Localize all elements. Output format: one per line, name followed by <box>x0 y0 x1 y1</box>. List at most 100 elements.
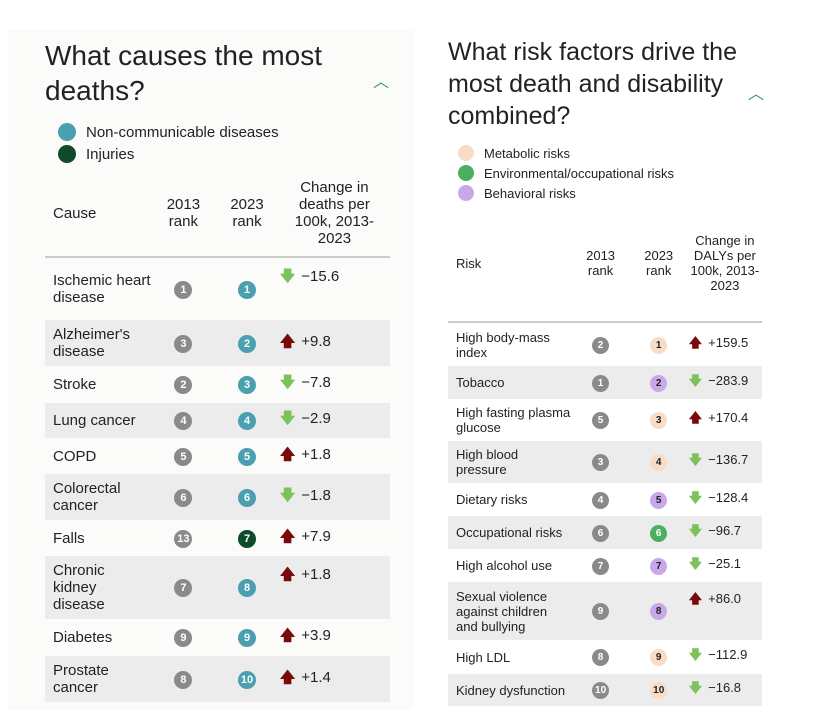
arrow-up-icon: 🡅 <box>279 668 296 686</box>
column-header: 2013 rank <box>571 205 630 323</box>
rank-2023-badge: 7 <box>238 529 257 548</box>
rank-2013-badge: 8 <box>592 649 610 666</box>
rank-2013-badge: 3 <box>174 334 193 353</box>
arrow-down-icon: 🡇 <box>688 555 703 571</box>
table-row: Ischemic heart disease 1 1 🡇 −15.6 <box>45 257 390 320</box>
change-value: +1.8 <box>301 566 331 583</box>
change-value: +7.9 <box>301 527 331 545</box>
change-value: −7.8 <box>301 374 331 391</box>
table-row: High body-mass index 2 1 🡅 +159.5 <box>448 322 762 366</box>
table-row: Prostate cancer 8 10 🡅 +1.4 <box>45 656 390 702</box>
legend-label: Non-communicable diseases <box>86 123 279 141</box>
column-header: Risk <box>448 205 572 323</box>
arrow-up-icon: 🡅 <box>688 591 703 606</box>
rank-2023-badge: 4 <box>650 454 668 471</box>
row-name: Chronic kidney disease <box>45 556 152 619</box>
legend-swatch-icon <box>458 145 474 161</box>
arrow-down-icon: 🡇 <box>279 486 296 504</box>
table-row: Colorectal cancer 6 6 🡇 −1.8 <box>45 474 390 520</box>
row-name: Lung cancer <box>45 403 152 438</box>
change-value: +1.4 <box>301 668 331 686</box>
legend-swatch-icon <box>458 165 474 181</box>
rank-2013-badge: 13 <box>174 529 193 548</box>
column-header: Cause <box>45 170 152 258</box>
row-name: Alzheimer's disease <box>45 320 152 366</box>
panel-title: What risk factors drive the most death a… <box>448 38 737 130</box>
legend-item: Environmental/occupational risks <box>458 165 674 181</box>
legend-item: Metabolic risks <box>458 145 674 161</box>
change-value: −128.4 <box>708 489 749 505</box>
table-row: Dietary risks 4 5 🡇 −128.4 <box>448 483 762 516</box>
row-name: High fasting plasma glucose <box>456 405 571 435</box>
legend-label: Environmental/occupational risks <box>484 165 675 181</box>
table-row: Chronic kidney disease 7 8 🡅 +1.8 <box>45 556 390 619</box>
arrow-up-icon: 🡅 <box>279 445 296 463</box>
legend-swatch-icon <box>458 185 474 201</box>
legend: Metabolic risks Environmental/occupationa… <box>458 145 674 205</box>
rank-2013-badge: 5 <box>592 412 610 429</box>
change-value: −16.8 <box>708 680 742 695</box>
row-name: High blood pressure <box>448 441 572 483</box>
column-header: Change in DALYs per 100k, 2013-2023 <box>687 205 762 323</box>
change-value: +3.9 <box>301 627 331 644</box>
collapse-chevron-icon[interactable]: ︿ <box>748 86 765 103</box>
column-header: 2013 rank <box>151 170 216 258</box>
row-name: Prostate cancer <box>45 656 152 702</box>
rank-2023-badge: 9 <box>238 629 257 647</box>
rank-2013-badge: 9 <box>592 603 610 620</box>
table-row: Occupational risks 6 6 🡇 −96.7 <box>448 516 762 549</box>
rank-2023-badge: 1 <box>238 280 257 299</box>
rank-2013-badge: 2 <box>174 376 193 394</box>
legend-swatch-icon <box>58 145 76 163</box>
rank-2023-badge: 6 <box>650 524 668 542</box>
arrow-down-icon: 🡇 <box>688 680 703 695</box>
rank-2013-badge: 7 <box>174 579 193 597</box>
table-row: Kidney dysfunction 10 10 🡇 −16.8 <box>448 674 762 706</box>
rank-2023-badge: 4 <box>238 412 257 430</box>
table-row: Diabetes 9 9 🡅 +3.9 <box>45 619 390 656</box>
rank-2013-badge: 3 <box>592 454 610 471</box>
collapse-chevron-icon[interactable]: ︿ <box>373 74 390 91</box>
rank-2023-badge: 10 <box>650 682 668 699</box>
rank-2023-badge: 1 <box>650 336 668 354</box>
rank-2013-badge: 1 <box>592 374 610 392</box>
rank-2023-badge: 9 <box>650 649 668 666</box>
change-value: +1.8 <box>301 445 331 463</box>
table-row: Alzheimer's disease 3 2 🡅 +9.8 <box>45 320 390 366</box>
rank-2023-badge: 3 <box>238 376 257 394</box>
legend-label: Behavioral risks <box>484 185 576 201</box>
change-value: +86.0 <box>708 591 742 606</box>
row-name: Falls <box>53 529 85 547</box>
table-row: High fasting plasma glucose 5 3 🡅 +170.4 <box>448 399 762 441</box>
change-value: −283.9 <box>708 372 749 388</box>
column-header: 2023 rank <box>215 170 279 258</box>
change-value: +170.4 <box>708 410 749 425</box>
arrow-up-icon: 🡅 <box>279 627 296 644</box>
legend-item: Behavioral risks <box>458 185 674 201</box>
rank-2023-badge: 10 <box>238 670 257 689</box>
arrow-down-icon: 🡇 <box>688 372 703 388</box>
row-name: Diabetes <box>53 629 113 646</box>
causes-of-death-panel: What causes the most deaths? ︿ Non-commu… <box>8 30 413 710</box>
arrow-up-icon: 🡅 <box>279 566 296 583</box>
change-value: −15.6 <box>301 268 340 285</box>
table-row: COPD 5 5 🡅 +1.8 <box>45 438 390 474</box>
arrow-down-icon: 🡇 <box>279 374 296 391</box>
change-value: +9.8 <box>301 332 331 350</box>
table-row: High alcohol use 7 7 🡇 −25.1 <box>448 549 762 582</box>
arrow-up-icon: 🡅 <box>279 332 296 350</box>
row-name: Stroke <box>53 376 97 393</box>
rank-2013-badge: 7 <box>592 557 610 575</box>
rank-2023-badge: 2 <box>238 334 257 353</box>
row-name: Occupational risks <box>448 516 572 549</box>
table-row: Sexual violence against children and bul… <box>448 582 762 640</box>
rank-2023-badge: 5 <box>238 447 257 466</box>
legend: Non-communicable diseases Injuries <box>58 123 279 167</box>
row-name: Sexual violence against children and bul… <box>448 582 572 640</box>
arrow-down-icon: 🡇 <box>279 410 296 427</box>
rank-2023-badge: 2 <box>650 374 668 392</box>
rank-2013-badge: 10 <box>592 682 610 699</box>
rank-2013-badge: 2 <box>592 336 610 354</box>
arrow-down-icon: 🡇 <box>688 489 703 505</box>
rank-2023-badge: 3 <box>650 412 668 429</box>
